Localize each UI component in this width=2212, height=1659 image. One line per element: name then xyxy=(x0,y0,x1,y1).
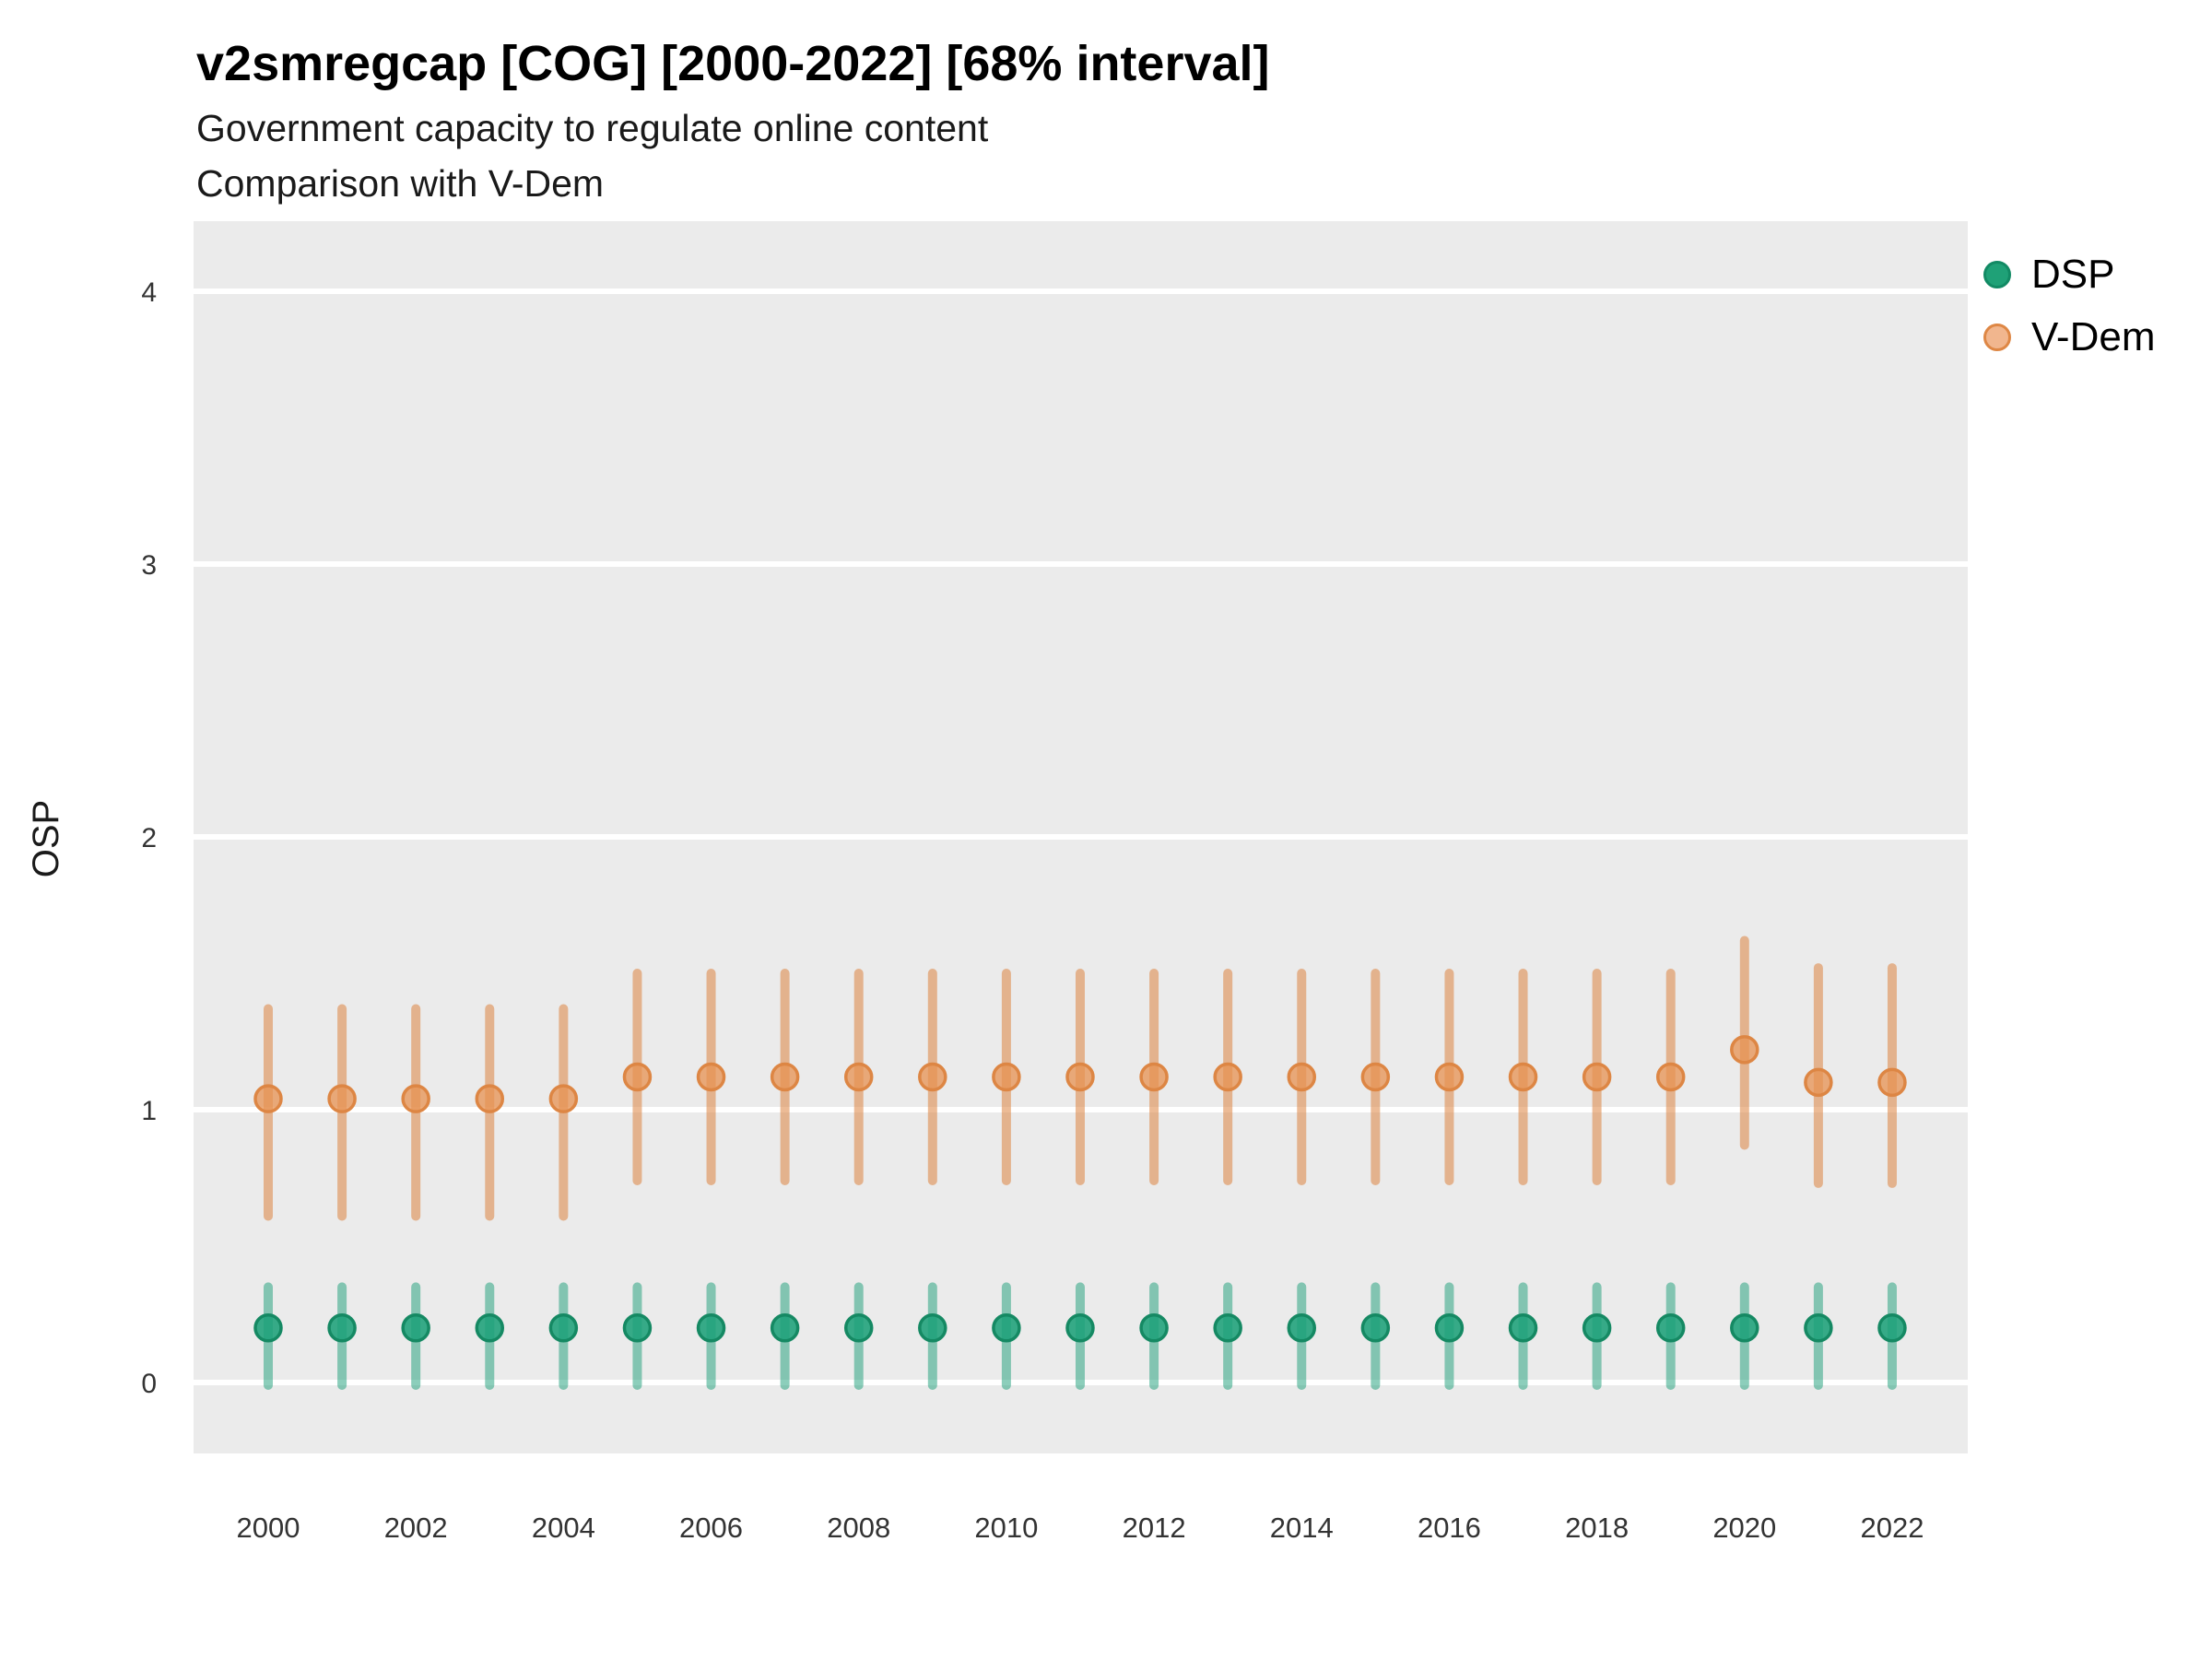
chart-subtitle-line2: Comparison with V-Dem xyxy=(196,162,605,205)
data-point-v-dem xyxy=(1434,1062,1465,1092)
y-tick-label: 4 xyxy=(141,277,157,308)
data-point-dsp xyxy=(1287,1313,1317,1343)
x-tick-label: 2014 xyxy=(1270,1512,1334,1544)
data-point-dsp xyxy=(1213,1313,1242,1343)
data-point-v-dem xyxy=(327,1084,357,1113)
data-point-v-dem xyxy=(622,1062,653,1092)
data-point-dsp xyxy=(1360,1313,1391,1343)
x-tick-label: 2022 xyxy=(1860,1512,1924,1544)
x-tick-label: 2018 xyxy=(1565,1512,1629,1544)
data-point-dsp xyxy=(1655,1313,1686,1343)
legend-label-dsp: DSP xyxy=(2031,252,2115,297)
legend-item-vdem: V-Dem xyxy=(1983,313,2155,361)
data-point-dsp xyxy=(253,1313,283,1343)
legend-dot-vdem-icon xyxy=(1983,324,2011,351)
data-point-dsp xyxy=(696,1313,726,1343)
data-point-v-dem xyxy=(1360,1062,1391,1092)
x-tick-label: 2004 xyxy=(532,1512,595,1544)
data-point-dsp xyxy=(622,1313,653,1343)
data-point-v-dem xyxy=(1877,1067,1907,1098)
data-point-dsp xyxy=(327,1313,357,1343)
x-tick-label: 2002 xyxy=(384,1512,448,1544)
data-point-v-dem xyxy=(843,1062,874,1092)
legend-item-dsp: DSP xyxy=(1983,251,2155,299)
data-point-dsp xyxy=(1582,1313,1612,1343)
legend-label-vdem: V-Dem xyxy=(2031,314,2156,359)
data-point-dsp xyxy=(401,1313,430,1343)
legend: DSP V-Dem xyxy=(1983,251,2155,361)
x-tick-label: 2000 xyxy=(237,1512,300,1544)
data-point-dsp xyxy=(1508,1313,1538,1343)
data-point-v-dem xyxy=(401,1084,430,1113)
data-point-dsp xyxy=(548,1313,579,1343)
data-point-v-dem xyxy=(475,1084,505,1113)
data-point-dsp xyxy=(1139,1313,1169,1343)
data-point-dsp xyxy=(1065,1313,1095,1343)
data-point-v-dem xyxy=(1508,1062,1538,1092)
x-tick-label: 2010 xyxy=(974,1512,1038,1544)
data-point-dsp xyxy=(992,1313,1021,1343)
y-axis-title: OSP xyxy=(26,800,66,877)
data-point-dsp xyxy=(1804,1313,1833,1343)
data-point-v-dem xyxy=(253,1084,283,1113)
data-point-v-dem xyxy=(1213,1062,1242,1092)
data-point-v-dem xyxy=(992,1062,1021,1092)
data-point-v-dem xyxy=(1655,1062,1686,1092)
y-tick-label: 2 xyxy=(141,823,157,853)
data-point-v-dem xyxy=(1582,1062,1612,1092)
data-point-v-dem xyxy=(696,1062,726,1092)
data-point-v-dem xyxy=(918,1062,947,1092)
x-tick-label: 2016 xyxy=(1418,1512,1481,1544)
x-tick-label: 2008 xyxy=(827,1512,890,1544)
chart-title: v2smregcap [COG] [2000-2022] [68% interv… xyxy=(196,36,1270,91)
y-tick-label: 3 xyxy=(141,550,157,581)
data-point-dsp xyxy=(475,1313,505,1343)
data-point-dsp xyxy=(1434,1313,1465,1343)
data-point-v-dem xyxy=(1804,1067,1833,1098)
x-tick-label: 2012 xyxy=(1123,1512,1186,1544)
data-point-dsp xyxy=(1730,1313,1759,1343)
y-tick-label: 0 xyxy=(141,1369,157,1399)
y-tick-label: 1 xyxy=(141,1096,157,1126)
data-point-dsp xyxy=(918,1313,947,1343)
data-point-dsp xyxy=(770,1313,800,1343)
x-tick-label: 2006 xyxy=(679,1512,743,1544)
data-point-v-dem xyxy=(770,1062,800,1092)
legend-dot-dsp-icon xyxy=(1983,261,2011,288)
data-point-v-dem xyxy=(1287,1062,1317,1092)
data-point-dsp xyxy=(843,1313,874,1343)
data-point-v-dem xyxy=(1139,1062,1169,1092)
chart-subtitle: Government capacity to regulate online c… xyxy=(196,107,989,149)
x-tick-label: 2020 xyxy=(1712,1512,1776,1544)
data-point-v-dem xyxy=(1730,1035,1759,1065)
data-point-v-dem xyxy=(1065,1062,1095,1092)
data-point-v-dem xyxy=(548,1084,579,1113)
data-point-dsp xyxy=(1877,1313,1907,1343)
